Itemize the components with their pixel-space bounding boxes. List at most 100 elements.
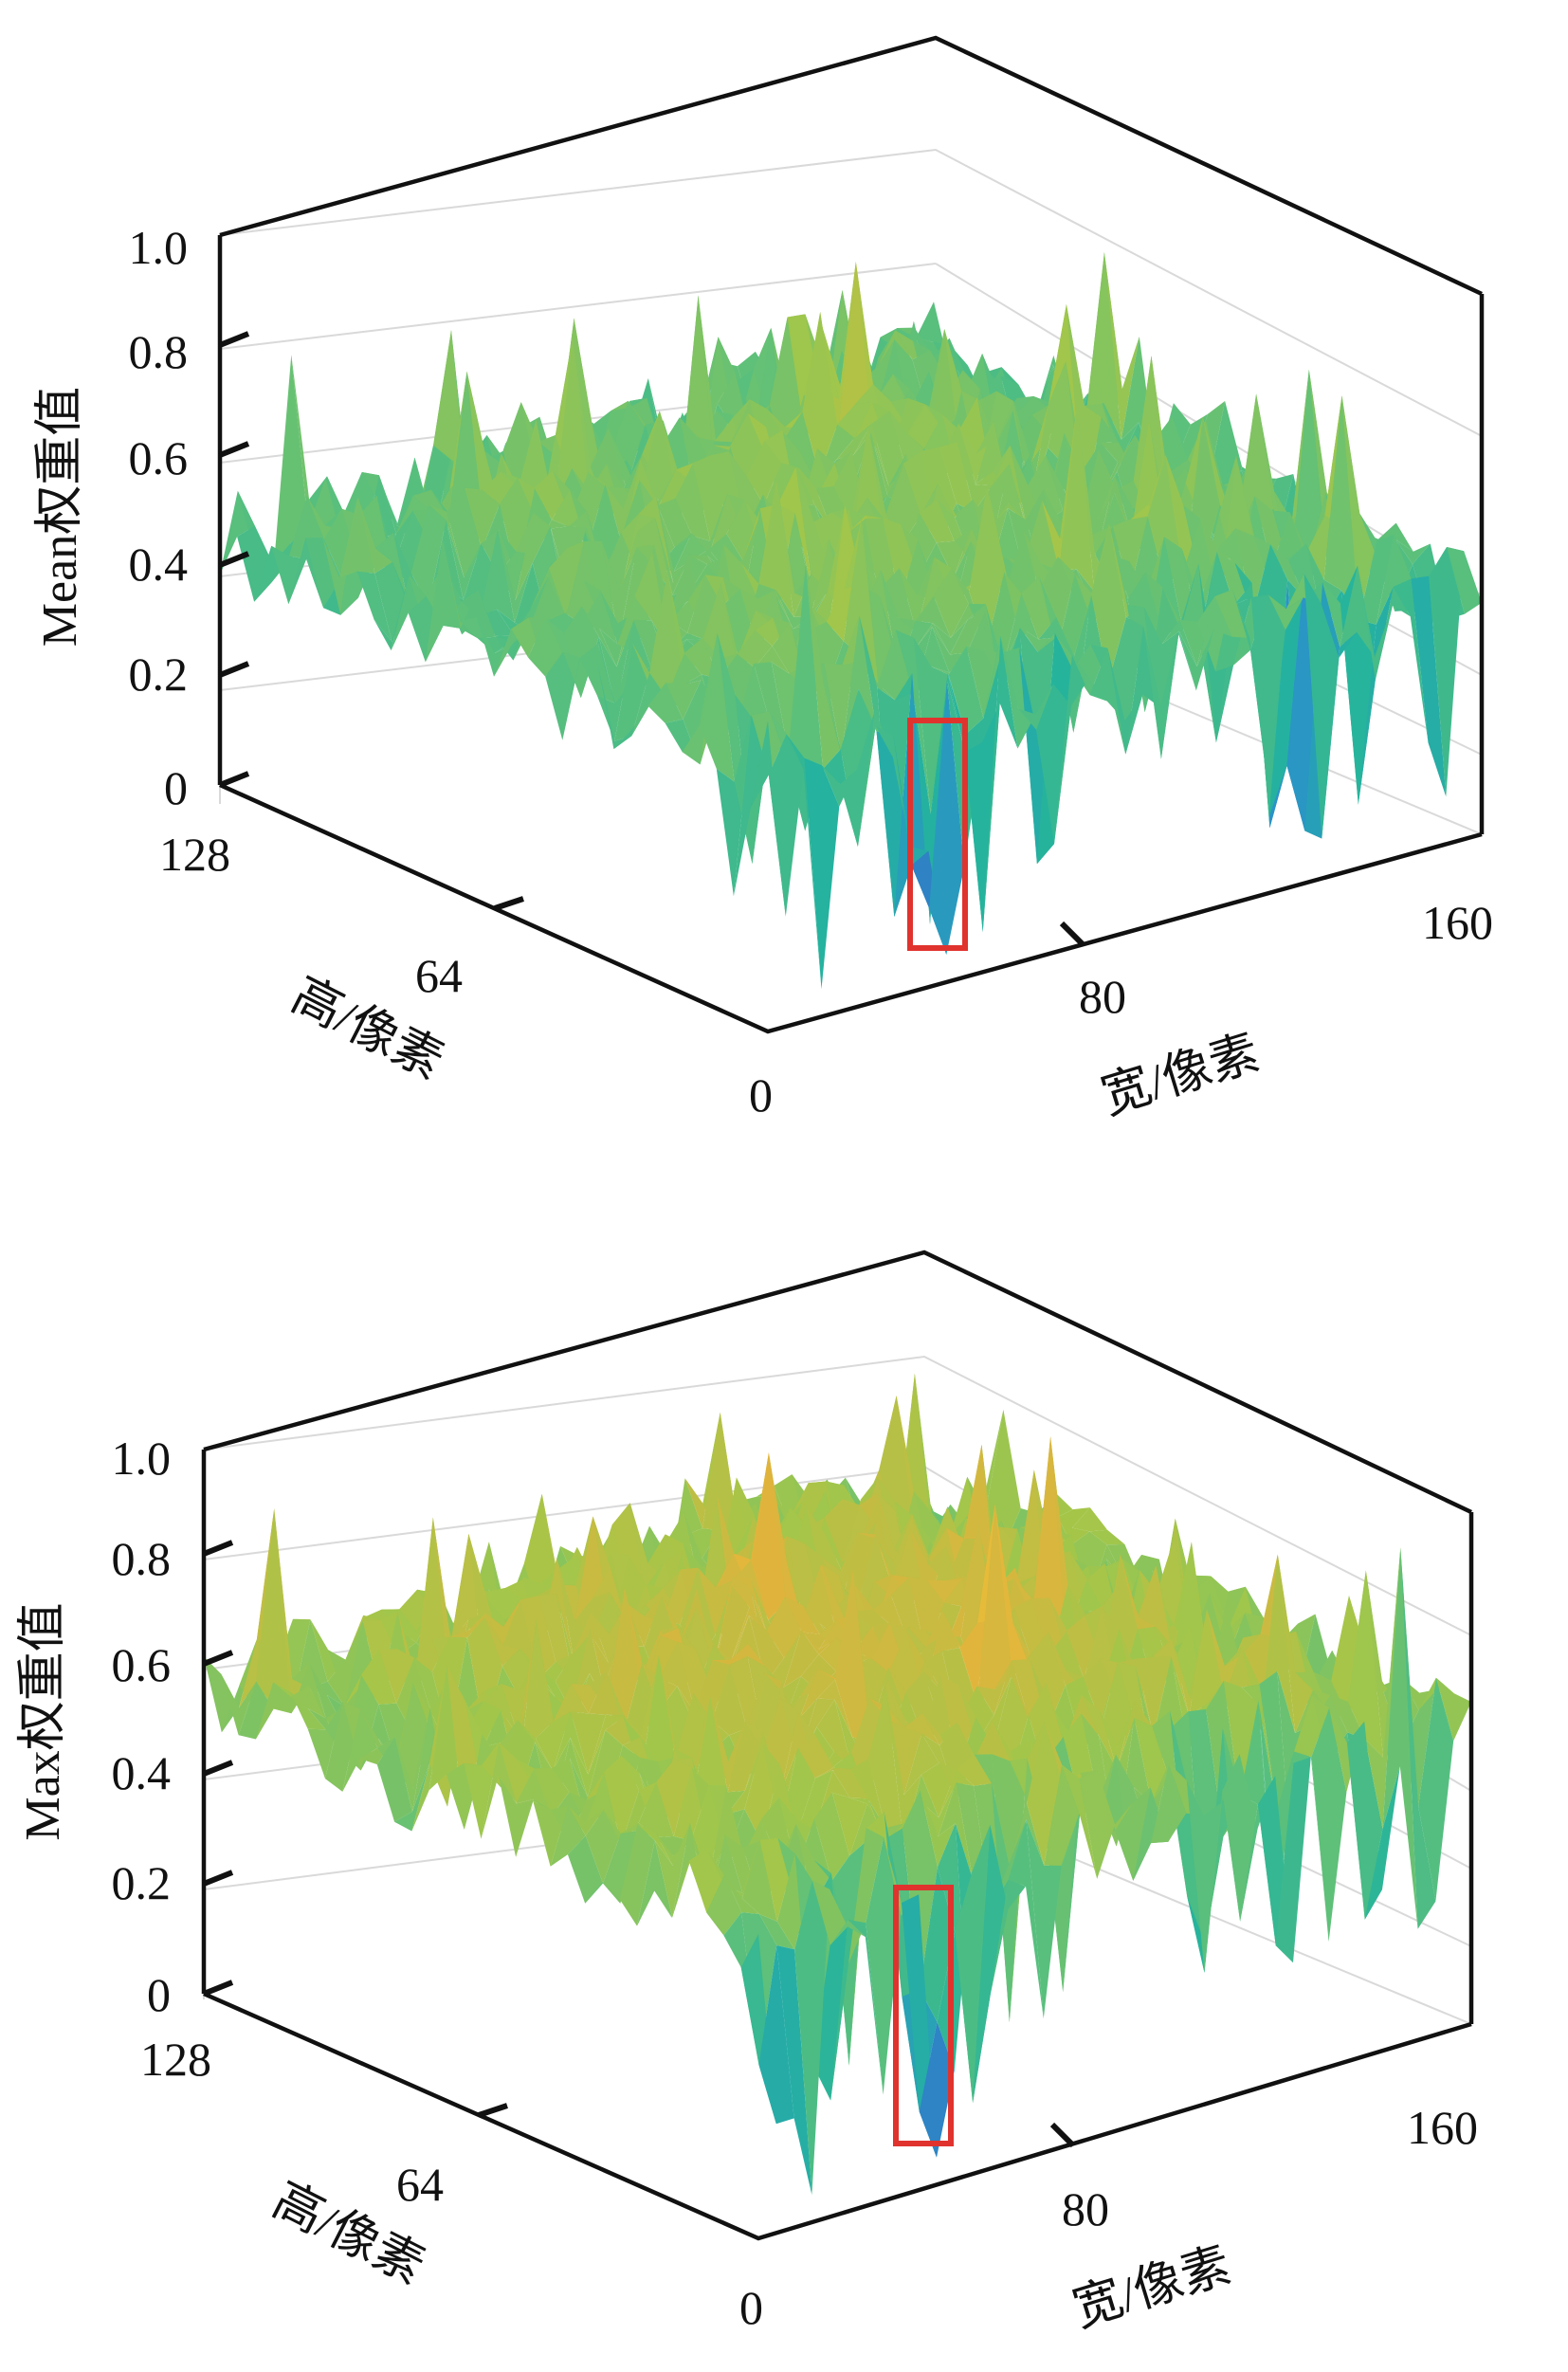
surface-patch: [727, 1743, 763, 1815]
surface-patch: [1330, 1695, 1366, 1740]
surface-patch: [447, 488, 483, 578]
surface-patch: [1275, 1757, 1311, 1963]
surface-patch: [1364, 1766, 1400, 1920]
y-tick-128: 128: [159, 828, 230, 881]
surface-patch: [480, 529, 515, 623]
surface-patch: [738, 610, 774, 657]
surface-patch: [799, 1669, 835, 1718]
surface-patch: [1091, 523, 1126, 683]
surface-patch: [995, 401, 1031, 502]
surface-patch: [764, 429, 800, 514]
surface-patch: [531, 568, 567, 618]
surface-patch: [1036, 1510, 1072, 1592]
surface-patch: [410, 504, 447, 606]
surface-patch: [741, 1839, 777, 1922]
surface-patch: [748, 413, 783, 455]
surface-patch: [1323, 395, 1359, 620]
surface-patch: [837, 402, 873, 439]
surface-patch: [690, 549, 726, 572]
surface-patch: [777, 466, 813, 595]
surface-patch: [896, 320, 931, 414]
surface-patch: [1196, 596, 1232, 666]
surface-patch: [933, 568, 969, 638]
surface-patch: [361, 1649, 397, 1705]
surface-patch: [1084, 404, 1120, 460]
surface-patch: [1107, 648, 1143, 755]
surface-patch: [768, 1452, 804, 1623]
surface-patch: [481, 1742, 517, 1839]
surface-patch: [836, 423, 872, 460]
z-axis-title: Mean权重值: [33, 387, 87, 647]
surface-patch: [957, 442, 993, 512]
surface-patch: [1238, 393, 1274, 538]
surface-patch: [1064, 1695, 1100, 1745]
surface-patch: [273, 355, 309, 571]
surface-patch: [1411, 575, 1447, 797]
surface-patch: [679, 1588, 715, 1670]
surface-patch: [830, 1919, 866, 1945]
surface-patch: [990, 1879, 1026, 1994]
surface-patch: [836, 1637, 872, 1663]
surface-patch: [809, 621, 844, 692]
surface-patch: [822, 765, 858, 807]
surface-patch: [327, 1620, 363, 1707]
surface-patch: [672, 1822, 708, 1918]
surface-patch: [751, 1452, 787, 1620]
surface-patch: [784, 1597, 820, 1634]
surface-patch: [599, 596, 635, 667]
surface-patch: [711, 1664, 747, 1736]
surface-patch: [1036, 684, 1071, 845]
surface-patch: [1161, 619, 1197, 666]
surface-patch: [737, 629, 773, 668]
surface-patch: [498, 1775, 534, 1857]
surface-patch: [915, 337, 951, 357]
surface-patch: [579, 658, 615, 741]
surface-patch: [992, 445, 1028, 530]
surface-patch: [1393, 578, 1429, 743]
surface-patch: [782, 1669, 818, 1724]
surface-patch: [1011, 1714, 1047, 1778]
surface-patch: [1088, 1544, 1124, 1599]
surface-patch: [483, 471, 518, 504]
surface-patch: [766, 1597, 802, 1658]
surface-patch: [816, 1699, 852, 1769]
surface-patch: [811, 1880, 848, 1945]
surface-patch: [881, 568, 917, 633]
surface-patch: [1054, 1510, 1090, 1545]
surface-patch: [815, 1767, 851, 1779]
surface-patch: [893, 736, 929, 866]
surface-patch: [855, 384, 890, 456]
surface-patch: [655, 1826, 691, 1866]
surface-patch: [885, 1801, 921, 1844]
surface-patch: [920, 1867, 956, 2022]
surface-patch: [939, 1722, 975, 1799]
surface-patch: [1152, 1710, 1188, 1897]
surface-patch: [796, 1792, 832, 1831]
surface-patch: [768, 734, 804, 917]
x-axis-title: 宽/像素: [1067, 2238, 1237, 2337]
surface-patch: [908, 1577, 944, 1656]
surface-patch: [376, 1737, 412, 1822]
surface-patch: [699, 632, 735, 782]
surface-patch: [466, 1617, 502, 1734]
surface-patch: [619, 531, 655, 591]
surface-patch: [690, 555, 725, 587]
surface-patch: [665, 680, 702, 720]
surface-patch: [780, 468, 815, 559]
surface-patch: [413, 489, 448, 513]
surface-patch: [799, 1698, 835, 1758]
surface-patch: [605, 459, 641, 547]
x-tick-80: 80: [1079, 970, 1126, 1023]
surface-patch: [1030, 1632, 1066, 1730]
surface-patch: [582, 591, 618, 645]
surface-patch: [425, 538, 461, 663]
surface-patch: [938, 1823, 974, 2104]
surface-patch: [569, 511, 604, 577]
surface-patch: [903, 1774, 939, 1844]
surface-patch: [906, 1661, 942, 1715]
surface-patch: [1021, 576, 1057, 640]
surface-patch: [797, 1770, 833, 1833]
surface-patch: [1240, 1701, 1276, 1946]
surface-patch: [619, 1824, 655, 1926]
surface-patch: [1000, 636, 1036, 749]
